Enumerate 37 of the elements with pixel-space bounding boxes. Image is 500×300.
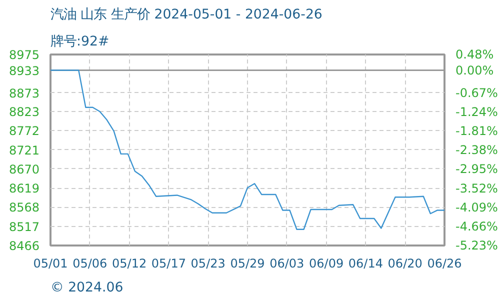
chart-subtitle: 牌号:92#: [50, 34, 110, 50]
y2-tick-label: -4.09%: [456, 200, 498, 214]
y2-tick-label: -0.67%: [456, 86, 498, 100]
y2-tick-label: -1.81%: [456, 124, 498, 138]
y-tick-label: 8873: [8, 86, 40, 100]
chart-title: 汽油 山东 生产价 2024-05-01 - 2024-06-26: [50, 8, 322, 22]
y-tick-label: 8975: [8, 48, 40, 62]
y2-tick-label: 0.00%: [456, 64, 494, 78]
x-tick-label: 06/14: [348, 256, 384, 270]
y2-tick-label: -2.38%: [456, 143, 498, 158]
y2-tick-label: 0.48%: [456, 48, 494, 62]
y2-tick-label: -5.23%: [456, 238, 498, 252]
x-tick-label: 05/06: [72, 256, 108, 270]
y-tick-label: 8823: [8, 105, 40, 120]
x-tick-label: 06/20: [388, 256, 422, 270]
x-tick-label: 06/03: [270, 256, 304, 270]
y2-tick-label: -3.52%: [456, 181, 498, 196]
x-tick-label: 05/01: [33, 256, 68, 270]
y-tick-label: 8466: [8, 239, 40, 253]
text: © 2024.06: [50, 280, 124, 296]
y2-tick-label: -1.24%: [456, 105, 498, 120]
y-tick-label: 8517: [8, 220, 40, 234]
y2-tick-label: -4.66%: [456, 219, 498, 234]
x-tick-label: 05/12: [112, 256, 147, 270]
y-tick-label: 8619: [8, 182, 40, 196]
line-series: [50, 70, 444, 230]
x-tick-label: 05/17: [151, 256, 186, 270]
y-tick-label: 8933: [8, 64, 40, 78]
x-tick-label: 06/09: [309, 256, 344, 270]
y2-tick-label: -2.95%: [456, 162, 498, 176]
y-tick-label: 8721: [8, 143, 40, 158]
x-tick-label: 06/26: [427, 256, 462, 270]
x-tick-label: 05/29: [230, 256, 265, 270]
y-tick-label: 8772: [8, 124, 40, 138]
y-tick-label: 8670: [8, 162, 40, 176]
y-tick-label: 8568: [8, 200, 40, 215]
x-tick-label: 05/23: [190, 256, 226, 270]
